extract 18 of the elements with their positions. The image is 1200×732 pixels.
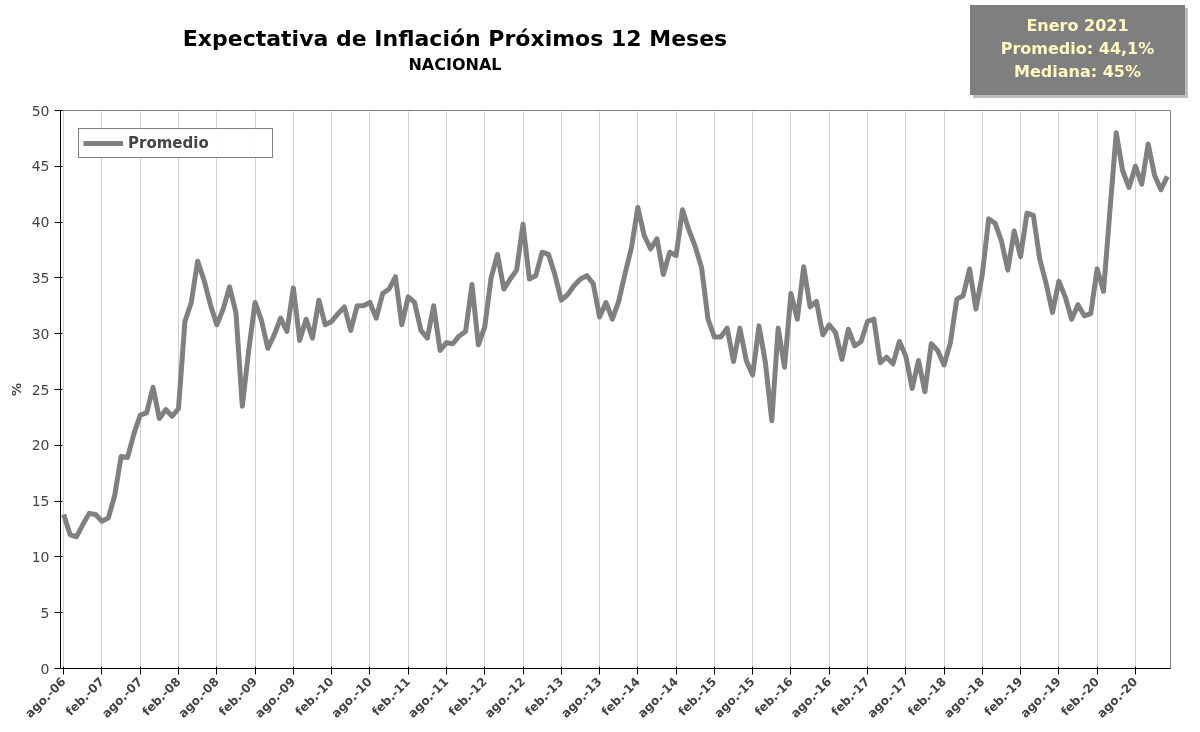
y-tick-label: 20 xyxy=(31,437,50,454)
text: Promedio: 44,1% xyxy=(1000,37,1155,60)
y-tick-label: 30 xyxy=(31,325,50,342)
y-tick-label: 0 xyxy=(40,660,50,677)
text: Enero 2021 xyxy=(1025,15,1130,37)
chart-subtitle: NACIONAL xyxy=(407,54,503,77)
y-tick-label: 40 xyxy=(31,214,50,231)
y-tick-label: 5 xyxy=(40,604,50,621)
y-tick-label: 45 xyxy=(31,158,50,175)
text: Mediana: 45% xyxy=(1013,60,1142,83)
chart-title: Expectativa de Inflación Próximos 12 Meses xyxy=(182,25,728,53)
y-tick-label: 25 xyxy=(31,381,50,398)
legend-label: Promedio xyxy=(128,134,210,152)
y-axis-title: % xyxy=(8,382,24,397)
y-tick-label: 35 xyxy=(31,269,50,286)
y-tick-label: 10 xyxy=(31,548,50,565)
y-tick-label: 15 xyxy=(31,493,50,510)
y-tick-label: 50 xyxy=(31,102,50,119)
